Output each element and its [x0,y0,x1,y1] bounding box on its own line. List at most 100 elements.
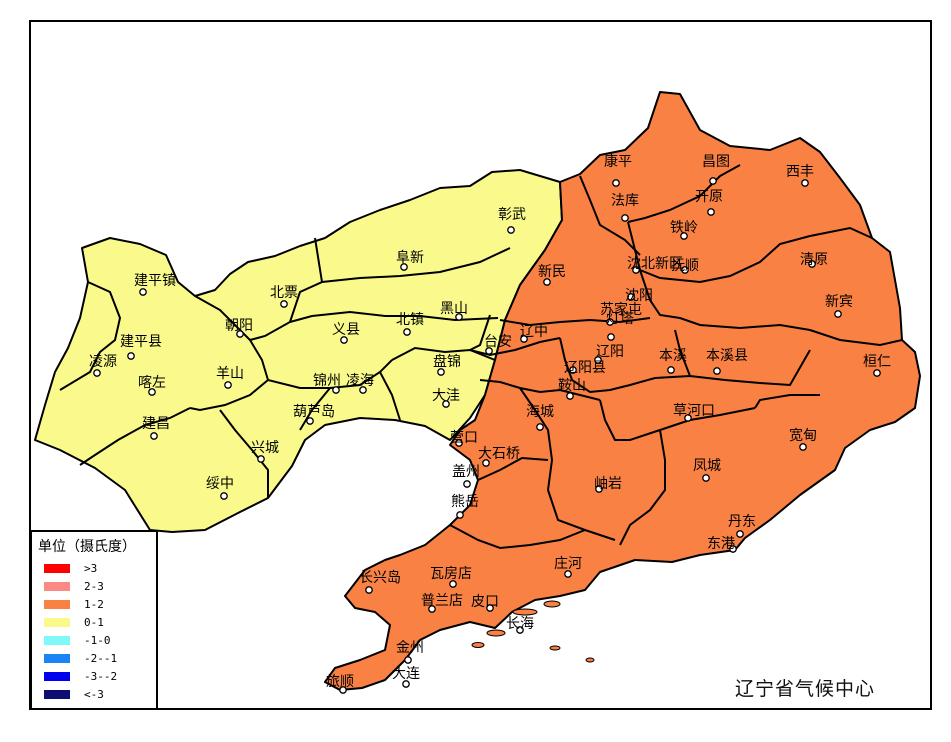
legend-label: -1-0 [84,633,111,647]
city-label-zhangwu: 彰武 [498,206,526,223]
city-marker-yingkou [455,439,463,447]
city-label-lingyuan: 凌源 [89,354,117,370]
city-label-dengta: 灯塔 [606,311,634,327]
city-label-benxixian: 本溪县 [706,348,748,364]
legend-label: >3 [84,561,98,575]
county-boundaries [59,164,903,550]
city-label-changxingdao: 长兴岛 [359,570,401,586]
legend-swatch [44,689,70,699]
city-marker-dalian [402,680,410,688]
city-marker-zhangwu [507,226,515,234]
city-marker-jinzhou_dl [404,656,412,664]
city-label-yangshan: 羊山 [216,366,244,382]
city-label-xiongyue: 熊岳 [451,494,479,510]
credit-label: 辽宁省气候中心 [735,678,876,700]
city-label-jianchang: 建昌 [142,416,170,432]
city-label-gaizhou: 盖州 [452,464,480,480]
legend-swatch [44,635,70,645]
city-marker-dawa [442,400,450,408]
legend-swatch [44,671,70,681]
legend-label: 1-2 [84,597,104,611]
city-label-haicheng: 海城 [526,404,554,420]
city-label-suizhong: 绥中 [206,476,234,492]
city-label-kuandian: 宽甸 [789,427,817,444]
city-label-chaoyang: 朝阳 [225,318,253,334]
city-label-qingyuan: 清原 [800,252,828,268]
city-label-xinmin: 新民 [538,264,566,280]
legend-title: 单位（摄氏度） [38,539,136,555]
city-label-sujiatun: 苏家屯 [600,301,642,318]
city-marker-donggang [729,545,737,553]
legend-item: <-3 [44,686,104,702]
city-label-liaoyangxian: 辽阳县 [564,360,606,376]
legend-swatch [44,653,70,663]
city-label-dandong: 丹东 [728,514,756,530]
city-marker-changxingdao [365,586,373,594]
legend-swatch [44,617,70,627]
city-label-caohekou: 草河口 [673,403,715,419]
city-marker-shenbeixinqu [632,266,640,274]
city-marker-xiuyan [595,485,603,493]
city-marker-xiongyue [456,511,464,519]
city-marker-qingyuan [808,260,816,268]
city-marker-changtu [709,177,717,185]
city-marker-chaoyang [236,330,244,338]
city-label-pikou: 皮口 [471,594,499,610]
city-marker-jinzhou [332,386,340,394]
city-marker-xingcheng [257,455,265,463]
city-label-fuxin: 阜新 [396,249,424,266]
city-label-fushun: 抚顺 [671,258,699,274]
legend-label: -2--1 [84,651,118,665]
city-marker-dandong [736,530,744,538]
city-marker-kuandian [799,443,807,451]
city-marker-wafangdian [449,580,457,588]
city-marker-changhai [516,626,524,634]
city-label-jinzhou_dl: 金州 [396,640,424,656]
city-marker-fuxin [400,263,408,271]
legend-label: -3--2 [84,669,118,683]
legend-label: 0-1 [84,615,104,629]
city-marker-panjin [437,368,445,376]
city-label-pulandian: 普兰店 [421,593,463,609]
city-marker-beizhen [403,328,411,336]
city-label-dashiqiao: 大石桥 [478,446,520,462]
city-marker-huludao [306,417,314,425]
city-marker-yixian [340,336,348,344]
city-label-panjin: 盘锦 [433,353,461,370]
legend-item: >3 [44,560,97,576]
city-label-shenbeixinqu: 沈北新区 [627,256,683,272]
legend-item: 2-3 [44,578,104,594]
city-marker-dashiqiao [482,459,490,467]
city-label-liaozhong: 辽中 [520,324,548,340]
city-label-jianpingxian: 建平县 [120,334,162,350]
city-label-heishan: 黑山 [440,301,468,317]
city-label-dawa: 大洼 [432,388,460,404]
city-marker-taian [485,347,493,355]
city-marker-benxixian [713,367,721,375]
city-marker-gaizhou [463,480,471,488]
city-marker-kazuo [148,388,156,396]
city-label-yingkou: 营口 [450,430,478,446]
city-marker-lvshun [339,686,347,694]
city-marker-haicheng [536,423,544,431]
region-1-2 [324,91,921,691]
city-label-huanren: 桓仁 [863,354,891,370]
city-label-changhai: 长海 [506,616,534,632]
city-label-linghai: 凌海 [346,373,374,389]
legend-item: 0-1 [44,614,104,630]
city-marker-liaoyang [594,356,602,364]
city-label-shenyang: 沈阳 [625,288,653,304]
province-land [34,91,921,691]
legend-swatch [44,563,70,573]
city-label-changtu: 昌图 [702,154,730,170]
city-label-taian: 台安 [484,334,512,350]
city-marker-xinbin [834,310,842,318]
city-label-kaiyuan: 开原 [695,189,723,205]
city-marker-anshan [566,392,574,400]
city-marker-liaoyangxian [569,366,577,374]
city-marker-jianpingxian [127,352,135,360]
city-label-tieling: 铁岭 [670,220,698,236]
city-label-lvshun: 旅顺 [326,674,354,690]
city-label-fengcheng: 凤城 [693,458,721,474]
